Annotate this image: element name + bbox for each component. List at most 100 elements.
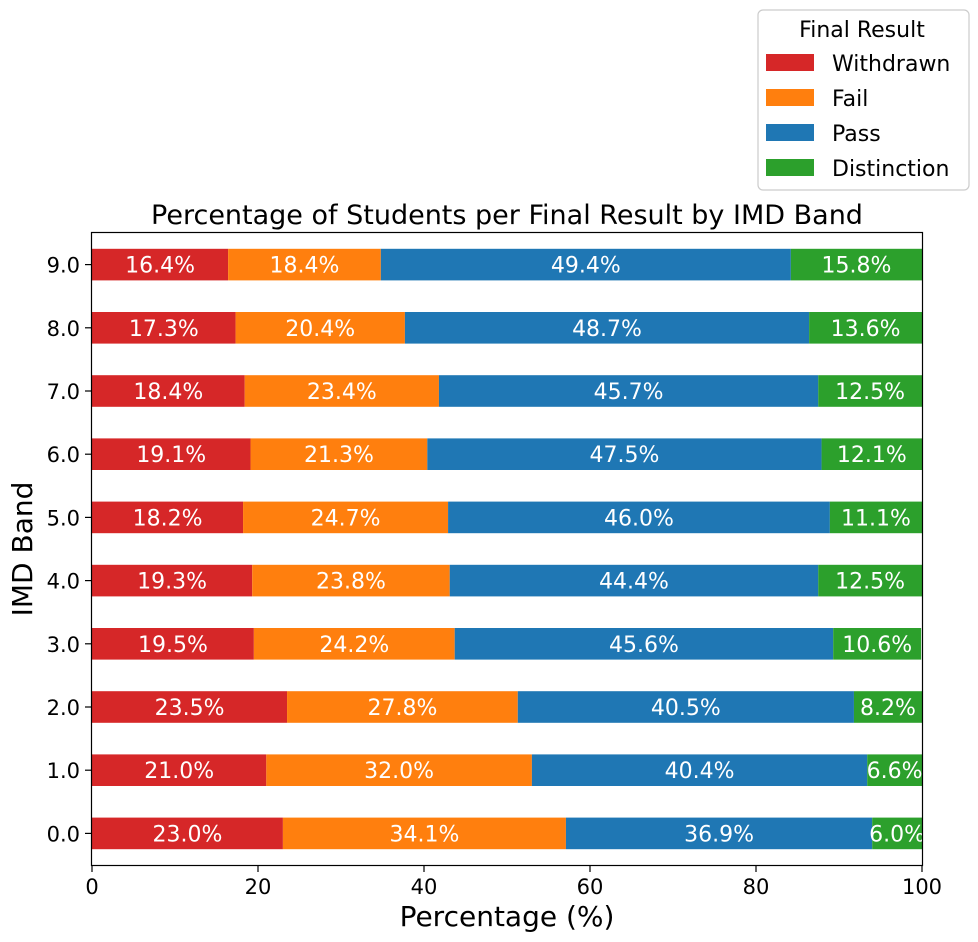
data-label-distinction-band-1-0: 6.6% xyxy=(867,759,923,784)
bar-fail-band-2-0 xyxy=(287,691,518,723)
bar-fail-band-3-0 xyxy=(253,628,455,660)
bar-pass-band-0-0 xyxy=(565,817,873,850)
y-tick-label: 3.0 xyxy=(47,633,80,657)
bar-withdrawn-band-0-0 xyxy=(92,817,283,850)
data-label-withdrawn-band-9-0: 16.4% xyxy=(125,254,195,279)
bar-withdrawn-band-5-0 xyxy=(92,501,244,534)
y-tick-label: 6.0 xyxy=(47,443,80,467)
data-label-distinction-band-9-0: 15.8% xyxy=(821,254,891,279)
bar-fail-band-7-0 xyxy=(244,375,439,407)
legend-items: Withdrawn Fail Pass Distinction xyxy=(766,52,950,182)
legend-label-pass: Pass xyxy=(832,122,881,147)
data-label-fail-band-3-0: 24.2% xyxy=(319,633,389,658)
bar-distinction-band-0-0 xyxy=(872,817,922,850)
data-label-withdrawn-band-7-0: 18.4% xyxy=(133,380,203,405)
data-label-pass-band-6-0: 47.5% xyxy=(589,443,659,468)
data-label-distinction-band-3-0: 10.6% xyxy=(842,633,912,658)
bar-pass-band-1-0 xyxy=(531,754,868,786)
bar-withdrawn-band-6-0 xyxy=(92,438,251,470)
data-label-distinction-band-4-0: 12.5% xyxy=(835,570,905,595)
y-tick-label: 0.0 xyxy=(47,822,80,846)
bar-fail-band-9-0 xyxy=(228,248,381,281)
data-label-distinction-band-8-0: 13.6% xyxy=(831,317,901,342)
y-tick-label: 5.0 xyxy=(47,506,80,530)
bar-distinction-band-3-0 xyxy=(833,628,922,660)
data-label-fail-band-2-0: 27.8% xyxy=(367,696,437,721)
legend-swatch-pass xyxy=(766,124,814,141)
data-label-fail-band-1-0: 32.0% xyxy=(364,759,434,784)
bar-pass-band-4-0 xyxy=(449,564,819,597)
legend-swatch-distinction xyxy=(766,159,814,176)
x-axis: 0 20 40 60 80 100 xyxy=(85,866,942,899)
y-tick-label: 4.0 xyxy=(47,570,80,594)
bar-pass-band-5-0 xyxy=(448,501,830,534)
bar-withdrawn-band-8-0 xyxy=(92,312,236,344)
data-label-withdrawn-band-2-0: 23.5% xyxy=(155,696,225,721)
data-label-pass-band-2-0: 40.5% xyxy=(651,696,721,721)
data-label-pass-band-7-0: 45.7% xyxy=(594,380,664,405)
data-label-pass-band-3-0: 45.6% xyxy=(609,633,679,658)
data-label-fail-band-4-0: 23.8% xyxy=(316,570,386,595)
bar-distinction-band-9-0 xyxy=(790,248,922,281)
y-axis: 0.0 1.0 2.0 3.0 4.0 5.0 6.0 7.0 8.0 9.0 xyxy=(47,254,91,846)
bar-withdrawn-band-2-0 xyxy=(92,691,288,723)
bar-pass-band-3-0 xyxy=(454,628,834,660)
data-label-withdrawn-band-6-0: 19.1% xyxy=(136,443,206,468)
data-label-withdrawn-band-0-0: 23.0% xyxy=(153,822,223,847)
bar-withdrawn-band-3-0 xyxy=(92,628,254,660)
y-tick-label: 2.0 xyxy=(47,696,80,720)
x-tick-label: 0 xyxy=(85,875,98,899)
x-axis-label: Percentage (%) xyxy=(400,900,615,933)
bar-fail-band-5-0 xyxy=(243,501,449,534)
bar-withdrawn-band-9-0 xyxy=(92,248,229,281)
legend-label-distinction: Distinction xyxy=(832,157,949,182)
data-label-fail-band-9-0: 18.4% xyxy=(270,254,340,279)
data-label-withdrawn-band-5-0: 18.2% xyxy=(133,506,203,531)
bar-distinction-band-1-0 xyxy=(867,754,922,786)
bar-fail-band-4-0 xyxy=(252,564,450,597)
bar-fail-band-0-0 xyxy=(282,817,566,850)
x-tick-label: 40 xyxy=(411,875,438,899)
data-label-fail-band-0-0: 34.1% xyxy=(389,822,459,847)
x-tick-label: 60 xyxy=(577,875,604,899)
bar-pass-band-2-0 xyxy=(517,691,854,723)
data-label-fail-band-8-0: 20.4% xyxy=(285,317,355,342)
x-tick-label: 100 xyxy=(902,875,942,899)
data-label-pass-band-5-0: 46.0% xyxy=(604,506,674,531)
bar-fail-band-6-0 xyxy=(250,438,428,470)
y-tick-label: 1.0 xyxy=(47,759,80,783)
legend-label-fail: Fail xyxy=(832,87,868,112)
legend-swatch-fail xyxy=(766,89,814,106)
bar-pass-band-6-0 xyxy=(427,438,822,470)
bar-pass-band-9-0 xyxy=(380,248,791,281)
bar-fail-band-8-0 xyxy=(235,312,405,344)
bar-pass-band-8-0 xyxy=(404,312,810,344)
x-tick-label: 80 xyxy=(743,875,770,899)
data-label-pass-band-8-0: 48.7% xyxy=(572,317,642,342)
bar-pass-band-7-0 xyxy=(438,375,819,407)
data-label-distinction-band-7-0: 12.5% xyxy=(835,380,905,405)
bar-withdrawn-band-1-0 xyxy=(92,754,267,786)
bar-distinction-band-8-0 xyxy=(809,312,922,344)
bar-distinction-band-6-0 xyxy=(821,438,922,470)
legend-label-withdrawn: Withdrawn xyxy=(832,52,950,77)
bar-withdrawn-band-7-0 xyxy=(92,375,245,407)
bar-distinction-band-5-0 xyxy=(829,501,922,534)
data-label-withdrawn-band-3-0: 19.5% xyxy=(138,633,208,658)
data-label-pass-band-9-0: 49.4% xyxy=(551,254,621,279)
plot-frame xyxy=(90,231,924,867)
data-label-distinction-band-0-0: 6.0% xyxy=(869,822,925,847)
data-label-pass-band-0-0: 36.9% xyxy=(684,822,754,847)
bar-fail-band-1-0 xyxy=(266,754,532,786)
bars-layer xyxy=(92,248,922,850)
y-tick-label: 7.0 xyxy=(47,380,80,404)
data-label-fail-band-5-0: 24.7% xyxy=(311,506,381,531)
data-label-pass-band-4-0: 44.4% xyxy=(599,570,669,595)
data-label-distinction-band-5-0: 11.1% xyxy=(841,506,911,531)
legend: Final Result Withdrawn Fail Pass Distinctio… xyxy=(757,9,970,191)
bar-withdrawn-band-4-0 xyxy=(92,564,253,597)
data-label-fail-band-7-0: 23.4% xyxy=(307,380,377,405)
data-label-pass-band-1-0: 40.4% xyxy=(665,759,735,784)
data-label-withdrawn-band-8-0: 17.3% xyxy=(129,317,199,342)
